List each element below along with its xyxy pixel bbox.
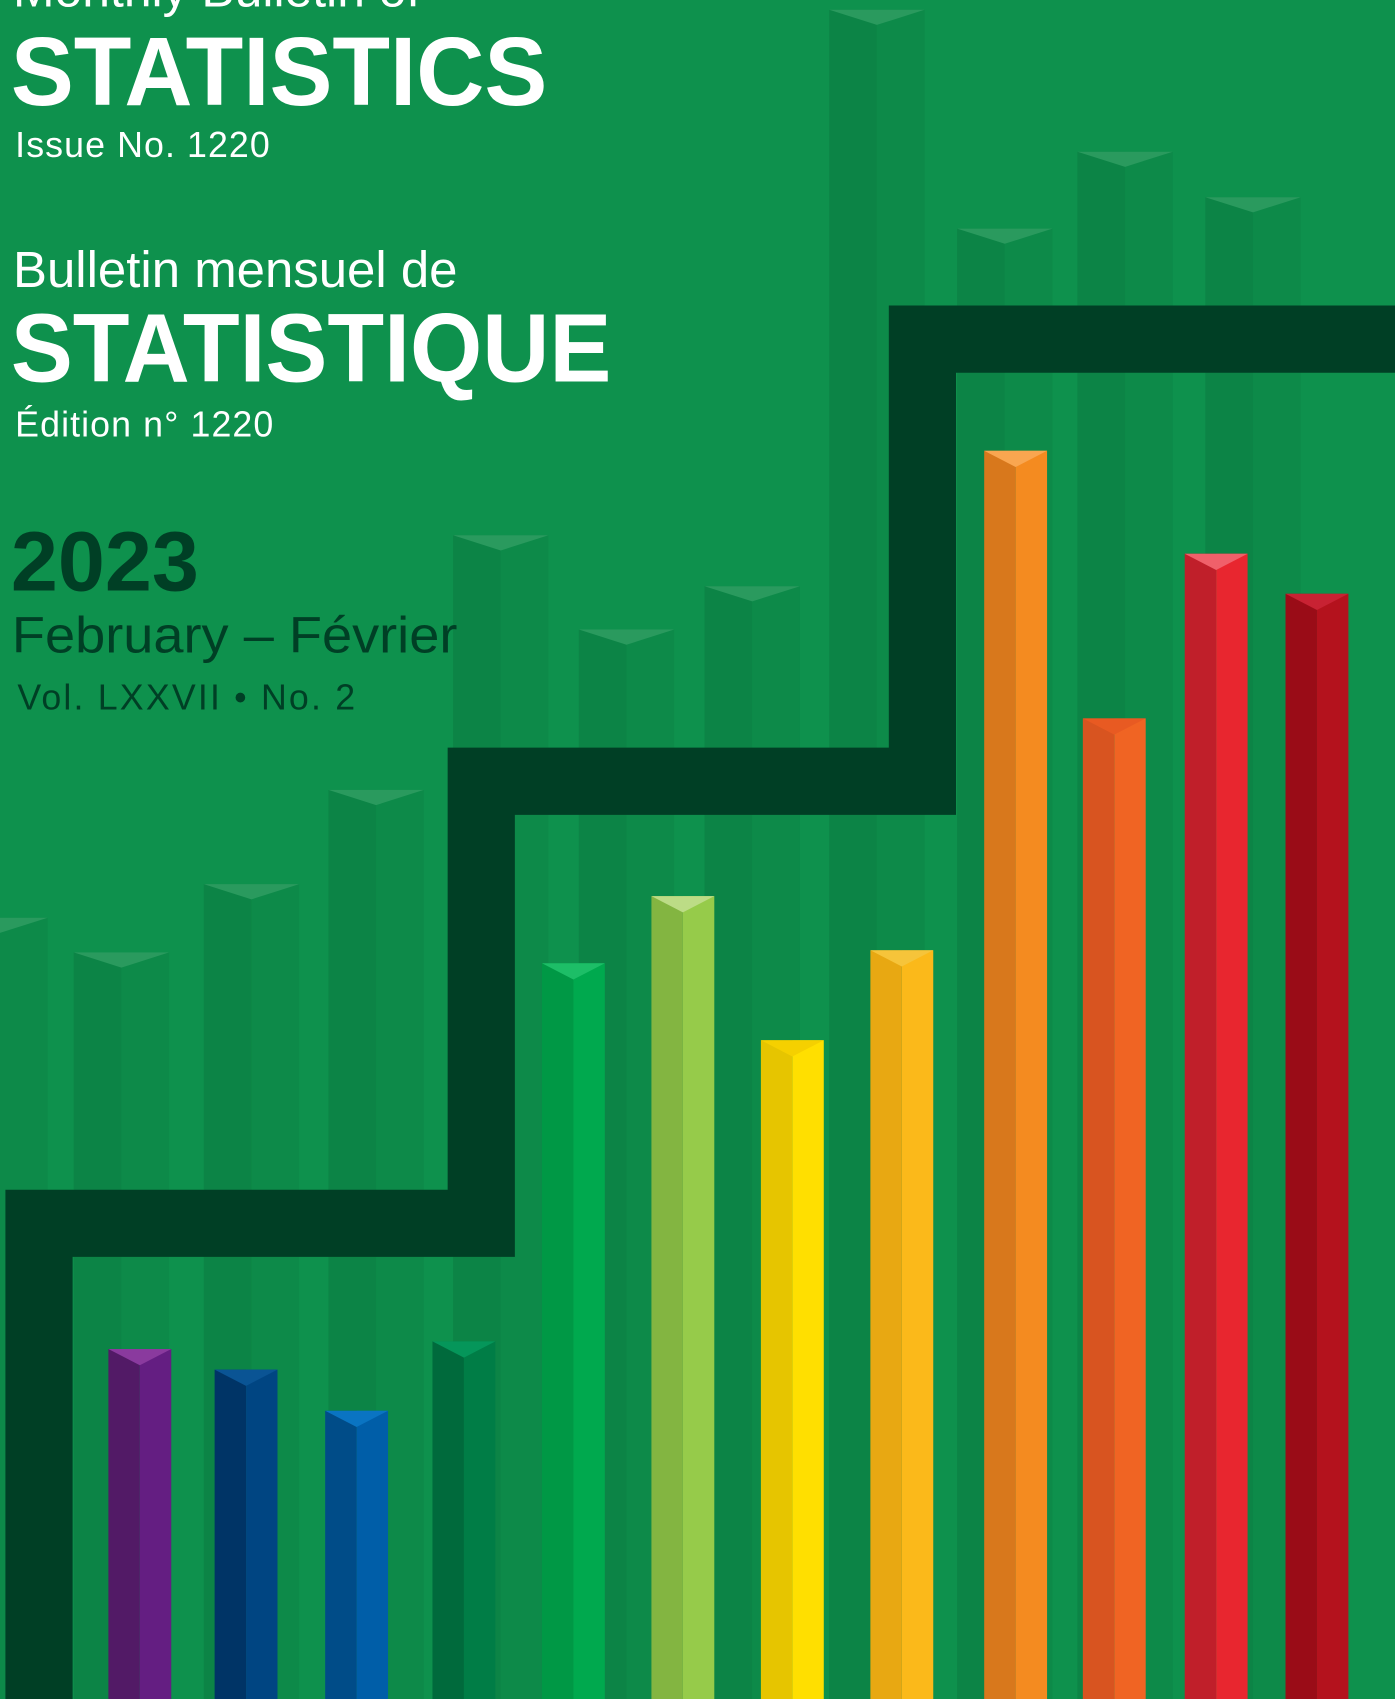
bar-right-face — [683, 896, 714, 1699]
issue-en: Issue No. 1220 — [15, 125, 271, 165]
bar-right-face — [792, 1040, 823, 1699]
bar-right-face — [902, 950, 933, 1699]
bar-left-face — [1286, 594, 1317, 1699]
bar-left-face — [432, 1341, 463, 1699]
series-title-en: Monthly Bulletin of — [13, 0, 420, 17]
bar-left-face — [1083, 718, 1114, 1699]
bar-right-face — [1317, 594, 1348, 1699]
bar-right-face — [1016, 451, 1047, 1699]
page: Monthly Bulletin of STATISTICS Issue No.… — [0, 0, 1395, 1699]
bar-right-face — [464, 1341, 495, 1699]
cover: Monthly Bulletin of STATISTICS Issue No.… — [0, 0, 1395, 1699]
bar-left-face — [108, 1349, 139, 1699]
bar-right-face — [246, 1370, 277, 1699]
bar-left-face — [1185, 554, 1216, 1699]
title-en: STATISTICS — [11, 17, 548, 126]
bar-left-face — [215, 1370, 246, 1699]
bar-right-face — [140, 1349, 171, 1699]
bar-left-face — [542, 963, 573, 1699]
issue-fr: Édition n° 1220 — [15, 405, 274, 445]
bg-column-left — [829, 10, 877, 1699]
bar-left-face — [325, 1411, 356, 1699]
volume: Vol. LXXVII • No. 2 — [17, 678, 357, 718]
bar-left-face — [651, 896, 682, 1699]
bar-right-face — [357, 1411, 388, 1699]
title-fr: STATISTIQUE — [11, 293, 611, 402]
month: February – Février — [12, 606, 458, 663]
bar-right-face — [573, 963, 604, 1699]
bar-left-face — [761, 1040, 792, 1699]
bar-right-face — [1216, 554, 1247, 1699]
series-title-fr: Bulletin mensuel de — [13, 241, 458, 298]
bar-left-face — [870, 950, 901, 1699]
bar-right-face — [1114, 718, 1145, 1699]
bar-left-face — [984, 451, 1015, 1699]
year: 2023 — [11, 514, 199, 609]
